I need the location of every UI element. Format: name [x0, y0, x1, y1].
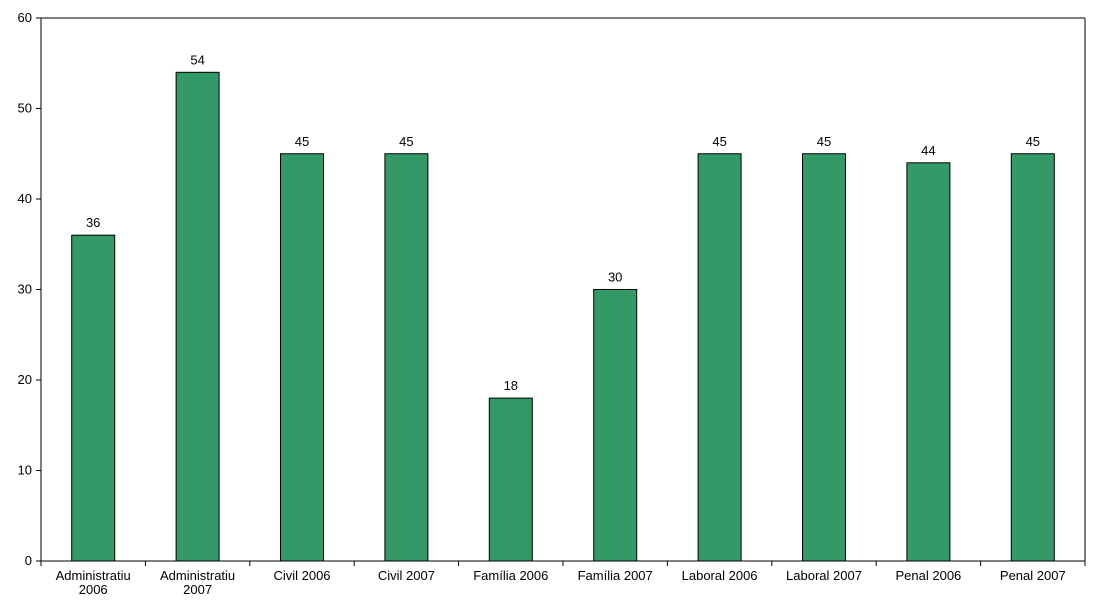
x-tick-label: Civil 2006 [273, 568, 330, 583]
bar [593, 289, 638, 562]
x-tick-label: Penal 2007 [1000, 568, 1066, 583]
bar [802, 153, 846, 562]
y-tick-label: 60 [18, 10, 32, 25]
labels-group: 36 Administratiu 2006 54 Administratiu 2007 45… [56, 52, 1066, 597]
data-label: 45 [1026, 134, 1040, 149]
data-label: 45 [712, 134, 726, 149]
data-label: 18 [504, 378, 518, 393]
bar [384, 153, 429, 562]
y-tick-label: 20 [18, 372, 32, 387]
data-label: 30 [608, 270, 622, 285]
x-tick-label: Administratiu 2006 [56, 568, 131, 597]
data-label: 44 [921, 143, 935, 158]
x-tick-label: Família 2007 [578, 568, 653, 583]
bars-group [71, 71, 1055, 562]
data-label: 45 [817, 134, 831, 149]
bar [1010, 153, 1055, 562]
y-tick-label: 10 [18, 463, 32, 478]
x-tick-label: Penal 2006 [896, 568, 962, 583]
y-tick-label: 0 [25, 553, 32, 568]
y-tick-label: 40 [18, 191, 32, 206]
x-tick-label: Laboral 2006 [682, 568, 758, 583]
data-label: 54 [190, 52, 204, 67]
data-label: 45 [295, 134, 309, 149]
bar [175, 71, 220, 562]
bar [906, 162, 951, 562]
bar [71, 234, 116, 562]
bar [280, 153, 324, 562]
x-tick-label: Família 2006 [473, 568, 548, 583]
y-tick-label: 50 [18, 101, 32, 116]
bar [488, 397, 533, 562]
x-tick-label: Civil 2007 [378, 568, 435, 583]
data-label: 45 [399, 134, 413, 149]
y-tick-label: 30 [18, 282, 32, 297]
data-label: 36 [86, 215, 100, 230]
bar [697, 153, 742, 562]
x-tick-label: Laboral 2007 [786, 568, 862, 583]
x-tick-label: Administratiu 2007 [160, 568, 235, 597]
